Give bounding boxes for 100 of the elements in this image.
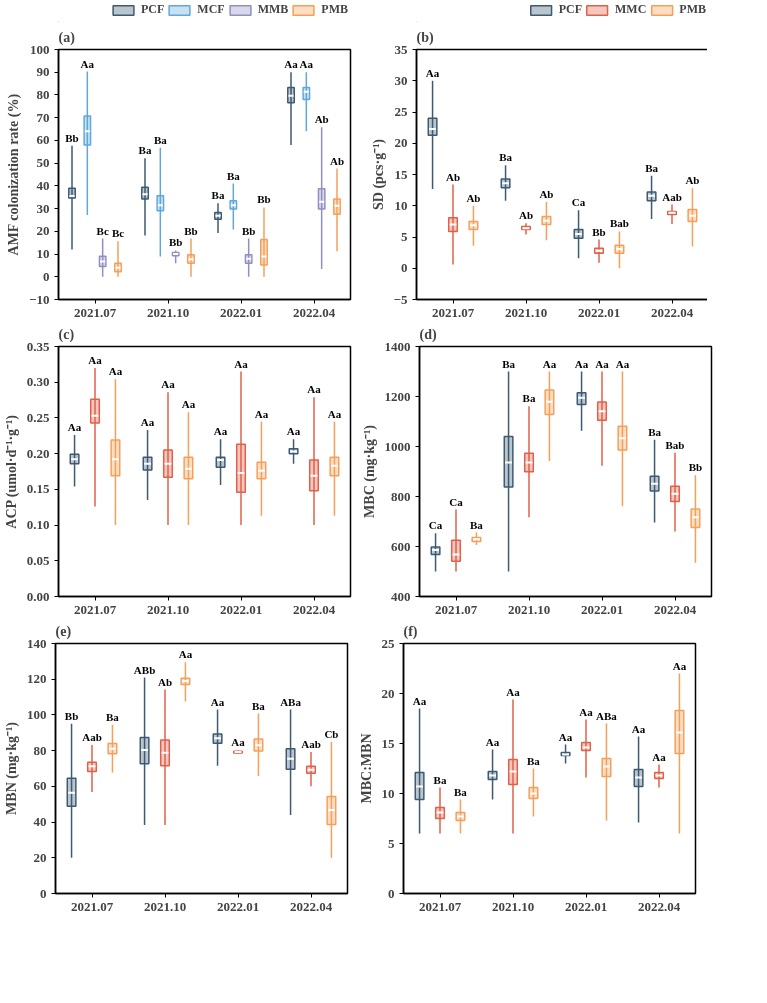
text: Bb [241, 224, 256, 237]
text: Ba [433, 773, 447, 786]
text: Ab [518, 209, 534, 222]
text: Aa [210, 695, 225, 708]
y-tick-label: 30 [36, 200, 50, 216]
chart-title: (a) [58, 29, 76, 46]
x-tick-label: 2021.10 [143, 898, 187, 914]
text: Aa [579, 705, 593, 718]
text: Ab [314, 113, 329, 126]
x-tick-label: 2021.07 [431, 304, 475, 320]
y-axis-title: ACP (umol·d⁻¹·g⁻¹) [3, 414, 20, 529]
chart-title: (f) [403, 623, 418, 640]
x-tick-label: 2022.04 [289, 898, 333, 914]
text: Bb [168, 236, 183, 249]
legend-label: PCF [141, 2, 165, 17]
y-axis-title: SD (pcs·g⁻¹) [370, 138, 387, 211]
text: Bab [609, 217, 629, 230]
x-tick-label: 2022.04 [292, 304, 336, 320]
text: Ba [502, 357, 515, 370]
y-tick-label: 10 [381, 785, 395, 801]
text: Bc [96, 224, 109, 237]
text: Ba [527, 754, 540, 767]
text: Aa [161, 378, 175, 391]
y-tick-label: 120 [27, 671, 47, 687]
y-tick-label: 0 [43, 268, 50, 284]
y-tick-label: 35 [394, 41, 408, 57]
text: Aab [662, 190, 682, 203]
text: Ab [329, 154, 345, 167]
text: Ba [252, 699, 265, 712]
x-tick-label: 2022.01 [577, 304, 621, 320]
text: Aa [140, 416, 155, 429]
text: Aa [234, 357, 248, 370]
text: Bb [688, 461, 703, 474]
chart-title: (e) [55, 623, 72, 640]
x-tick-label: 2021.07 [418, 898, 462, 914]
y-tick-label: 0 [388, 885, 395, 901]
text: Ba [106, 710, 119, 723]
x-tick-label: 2022.04 [292, 601, 336, 617]
y-tick-label: 1200 [384, 388, 411, 404]
y-tick-label: 140 [27, 635, 47, 651]
chart-title: (d) [419, 326, 437, 343]
text: Ab [466, 191, 481, 204]
y-tick-label: 10 [36, 246, 50, 262]
text: Aa [327, 407, 342, 420]
y-tick-label: 0.35 [26, 338, 50, 354]
text: Ba [522, 392, 536, 405]
y-tick-label: 40 [36, 177, 50, 193]
text: Aa [307, 383, 321, 396]
x-tick-label: 2021.07 [434, 601, 478, 617]
y-axis-title: MBC (mg·kg⁻¹) [361, 424, 378, 518]
y-tick-label: 70 [36, 109, 50, 125]
text: Bab [665, 438, 685, 451]
text: Aa [615, 357, 630, 370]
x-tick-label: 2022.01 [216, 898, 260, 914]
y-tick-label: 0 [40, 885, 47, 901]
text: Ba [645, 161, 658, 174]
text: Aa [631, 722, 646, 735]
y-tick-label: 20 [33, 849, 47, 865]
y-tick-label: 25 [394, 104, 408, 119]
y-tick-label: 0.05 [26, 552, 50, 568]
y-tick-label: 0.20 [26, 445, 50, 461]
x-tick-label: 2022.04 [653, 601, 697, 617]
y-tick-label: 100 [30, 41, 50, 57]
text: Aa [652, 750, 666, 763]
text: Ba [211, 189, 225, 202]
y-tick-label: 5 [388, 835, 395, 851]
y-tick-label: 0.25 [26, 409, 50, 425]
text: Ba [226, 169, 240, 182]
text: Ba [470, 518, 483, 531]
text: Aa [80, 57, 95, 70]
y-tick-label: 10 [394, 197, 408, 213]
legend-label: PMB [679, 2, 706, 17]
y-tick-label: 40 [33, 814, 47, 830]
x-tick-label: 2022.01 [219, 304, 263, 320]
x-tick-label: 2021.07 [73, 601, 117, 617]
text: Aa [574, 357, 589, 370]
y-tick-label: 20 [394, 135, 408, 151]
text: Aa [485, 735, 500, 748]
y-tick-label: 25 [381, 635, 395, 651]
text: Aa [254, 407, 269, 420]
x-tick-label: 2021.10 [504, 304, 548, 320]
text: Ca [571, 196, 586, 209]
y-tick-label: 50 [36, 155, 50, 171]
text: Aa [284, 58, 298, 71]
text: Bb [64, 709, 79, 722]
legend-label: MMC [615, 2, 647, 17]
text: Aa [213, 425, 228, 438]
y-axis-title: MBN (mg·kg⁻¹) [4, 721, 20, 815]
y-axis-title: AMF colonization rate (%) [6, 93, 23, 256]
legend-label: PCF [558, 2, 582, 17]
y-tick-label: 60 [33, 778, 47, 794]
text: Aa [231, 736, 245, 749]
y-tick-label: 15 [381, 735, 395, 751]
y-tick-label: 0.00 [26, 588, 50, 604]
text: Bc [111, 227, 125, 240]
legend-label: MMB [257, 2, 289, 17]
chart-title: (c) [58, 326, 75, 343]
x-tick-label: 2021.07 [73, 304, 117, 320]
y-tick-label: 0.15 [26, 481, 50, 497]
text: Ba [454, 785, 467, 798]
